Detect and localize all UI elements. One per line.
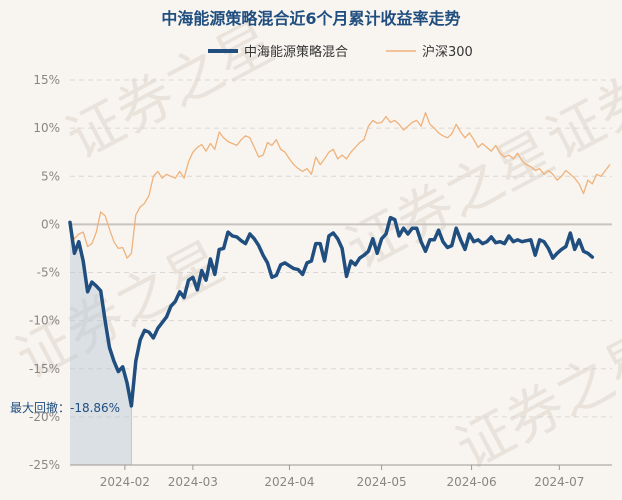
y-tick-label: 15%: [33, 73, 60, 87]
benchmark-series-line: [69, 112, 611, 259]
y-tick-label: -10%: [29, 314, 60, 328]
y-tick-label: 10%: [33, 121, 60, 135]
watermark-text: 证券之星: [336, 120, 564, 283]
chart-series: [68, 112, 611, 408]
y-tick-label: -20%: [29, 410, 60, 424]
watermark-text: 证券之星: [536, 10, 622, 173]
max-drawdown-area: 最大回撤：-18.86%: [10, 222, 132, 465]
max-drawdown-label: 最大回撤：-18.86%: [10, 400, 120, 415]
legend-label-fund: 中海能源策略混合: [244, 44, 348, 60]
y-tick-label: -25%: [29, 458, 60, 472]
y-tick-label: 0%: [41, 217, 60, 231]
x-tick-label: 2024-05: [357, 475, 407, 489]
y-tick-label: 5%: [41, 169, 60, 183]
y-tick-label: -15%: [29, 362, 60, 376]
chart-legend: 中海能源策略混合 沪深300: [208, 44, 473, 60]
chart-title: 中海能源策略混合近6个月累计收益率走势: [161, 9, 460, 28]
x-tick-label: 2024-04: [264, 475, 314, 489]
fund-series-line: [68, 215, 595, 408]
x-tick-label: 2024-07: [534, 475, 584, 489]
legend-label-benchmark: 沪深300: [422, 44, 473, 60]
chart-axes: 15% 10% 5% 0% -5% -10% -15% -20% -25% 2024-02 2024…: [29, 73, 612, 489]
y-tick-label: -5%: [37, 266, 60, 280]
x-tick-label: 2024-02: [100, 475, 150, 489]
x-tick-label: 2024-03: [168, 475, 218, 489]
watermark-text: 证券之星: [446, 320, 622, 483]
x-tick-label: 2024-06: [446, 475, 496, 489]
